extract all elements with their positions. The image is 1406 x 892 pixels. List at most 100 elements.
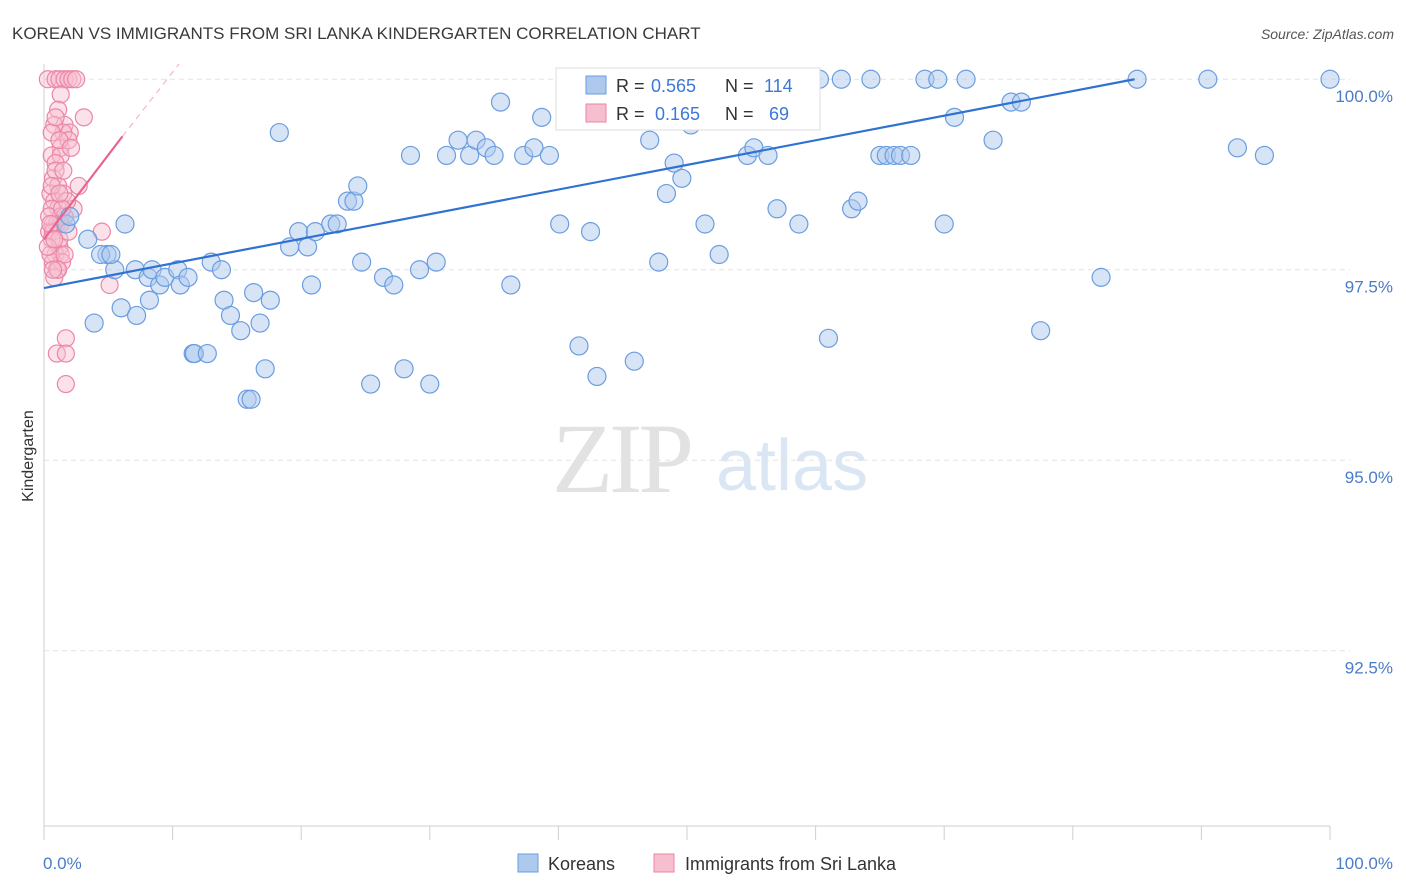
korean-point <box>624 351 644 371</box>
korean-point <box>789 214 809 234</box>
srilanka-trend-extension <box>121 63 180 137</box>
koreans-trend-line <box>43 78 1135 290</box>
korean-point <box>928 69 948 89</box>
srilanka-point <box>46 153 65 173</box>
stats-r-label-srilanka: R = <box>616 104 645 124</box>
legend-label-koreans: Koreans <box>548 854 615 874</box>
korean-point <box>78 229 98 249</box>
korean-point <box>241 389 261 409</box>
stats-swatch-koreans <box>585 75 607 95</box>
srilanka-point <box>56 329 75 348</box>
korean-point <box>640 130 660 150</box>
korean-point <box>934 214 954 234</box>
srilanka-point <box>42 123 61 142</box>
korean-point <box>269 122 289 143</box>
korean-point <box>426 252 446 272</box>
stats-n-value-koreans: 114 <box>764 76 793 96</box>
korean-point <box>861 69 881 89</box>
korean-point <box>220 305 241 326</box>
x-tick-label-1: 100.0% <box>1335 854 1393 873</box>
korean-point <box>60 206 80 226</box>
korean-point <box>1254 145 1275 166</box>
korean-point <box>327 214 347 234</box>
y-tick-label-2: 95.0% <box>1345 468 1393 487</box>
korean-point <box>178 267 198 287</box>
srilanka-point <box>63 70 82 89</box>
srilanka-point <box>49 260 68 279</box>
srilanka-points <box>38 70 119 394</box>
korean-point <box>569 336 589 356</box>
korean-point <box>656 183 677 204</box>
korean-point <box>211 260 232 280</box>
korean-point <box>126 305 147 326</box>
korean-point <box>956 69 976 89</box>
grid-lines <box>44 78 1350 652</box>
korean-point <box>244 283 264 303</box>
korean-point <box>197 343 217 364</box>
srilanka-point <box>61 138 81 157</box>
y-tick-label-0: 100.0% <box>1335 87 1393 106</box>
korean-point <box>301 275 322 295</box>
legend-swatch-srilanka <box>653 853 675 873</box>
korean-point <box>901 145 921 166</box>
srilanka-point <box>42 176 61 196</box>
y-tick-label-1: 97.5% <box>1345 278 1393 297</box>
korean-point <box>587 366 607 387</box>
korean-point <box>400 145 421 166</box>
korean-point <box>490 92 511 112</box>
watermark-atlas: atlas <box>716 426 868 506</box>
korean-point <box>409 260 430 280</box>
korean-points <box>56 69 1340 409</box>
stats-r-value-koreans: 0.565 <box>651 76 696 96</box>
korean-point <box>501 275 521 295</box>
korean-point <box>84 313 104 333</box>
srilanka-point <box>55 245 74 264</box>
korean-point <box>361 374 381 394</box>
srilanka-point <box>50 184 69 203</box>
korean-point <box>352 252 372 272</box>
y-axis-label: Kindergarten <box>20 410 37 502</box>
korean-point <box>709 244 729 265</box>
korean-point <box>532 107 552 127</box>
korean-point <box>115 214 135 234</box>
korean-point <box>524 138 544 158</box>
korean-point <box>139 290 160 310</box>
trend-lines <box>43 63 1135 290</box>
korean-point <box>539 145 559 166</box>
korean-point <box>101 244 121 265</box>
korean-point <box>550 214 570 234</box>
legend: Koreans Immigrants from Sri Lanka <box>517 853 897 874</box>
korean-point <box>672 168 692 188</box>
korean-point <box>250 313 270 333</box>
y-tick-label-3: 92.5% <box>1345 659 1393 678</box>
korean-point <box>1227 138 1248 158</box>
korean-point <box>983 130 1003 150</box>
korean-point <box>420 374 440 394</box>
korean-point <box>1091 267 1111 287</box>
korean-point <box>436 145 457 166</box>
srilanka-point <box>67 70 86 89</box>
chart-source: Source: ZipAtlas.com <box>1261 26 1394 42</box>
korean-point <box>1031 321 1051 341</box>
korean-point <box>484 145 504 166</box>
srilanka-point <box>38 237 57 256</box>
korean-point <box>1320 69 1340 89</box>
korean-point <box>848 191 868 211</box>
srilanka-point <box>60 123 79 142</box>
chart-title: KOREAN VS IMMIGRANTS FROM SRI LANKA KIND… <box>12 24 701 43</box>
korean-point <box>448 130 468 150</box>
stats-swatch-srilanka <box>585 103 607 123</box>
srilanka-point <box>45 230 64 249</box>
korean-point <box>111 298 131 318</box>
srilanka-point <box>56 374 75 394</box>
axes <box>43 64 1331 840</box>
watermark-zip: ZIP <box>552 403 690 514</box>
srilanka-point <box>54 161 73 180</box>
legend-label-srilanka: Immigrants from Sri Lanka <box>685 854 897 874</box>
srilanka-point <box>43 260 63 279</box>
korean-point <box>255 359 275 379</box>
korean-point <box>1127 69 1147 89</box>
srilanka-point <box>46 161 65 180</box>
stats-r-value-srilanka: 0.165 <box>655 104 700 124</box>
